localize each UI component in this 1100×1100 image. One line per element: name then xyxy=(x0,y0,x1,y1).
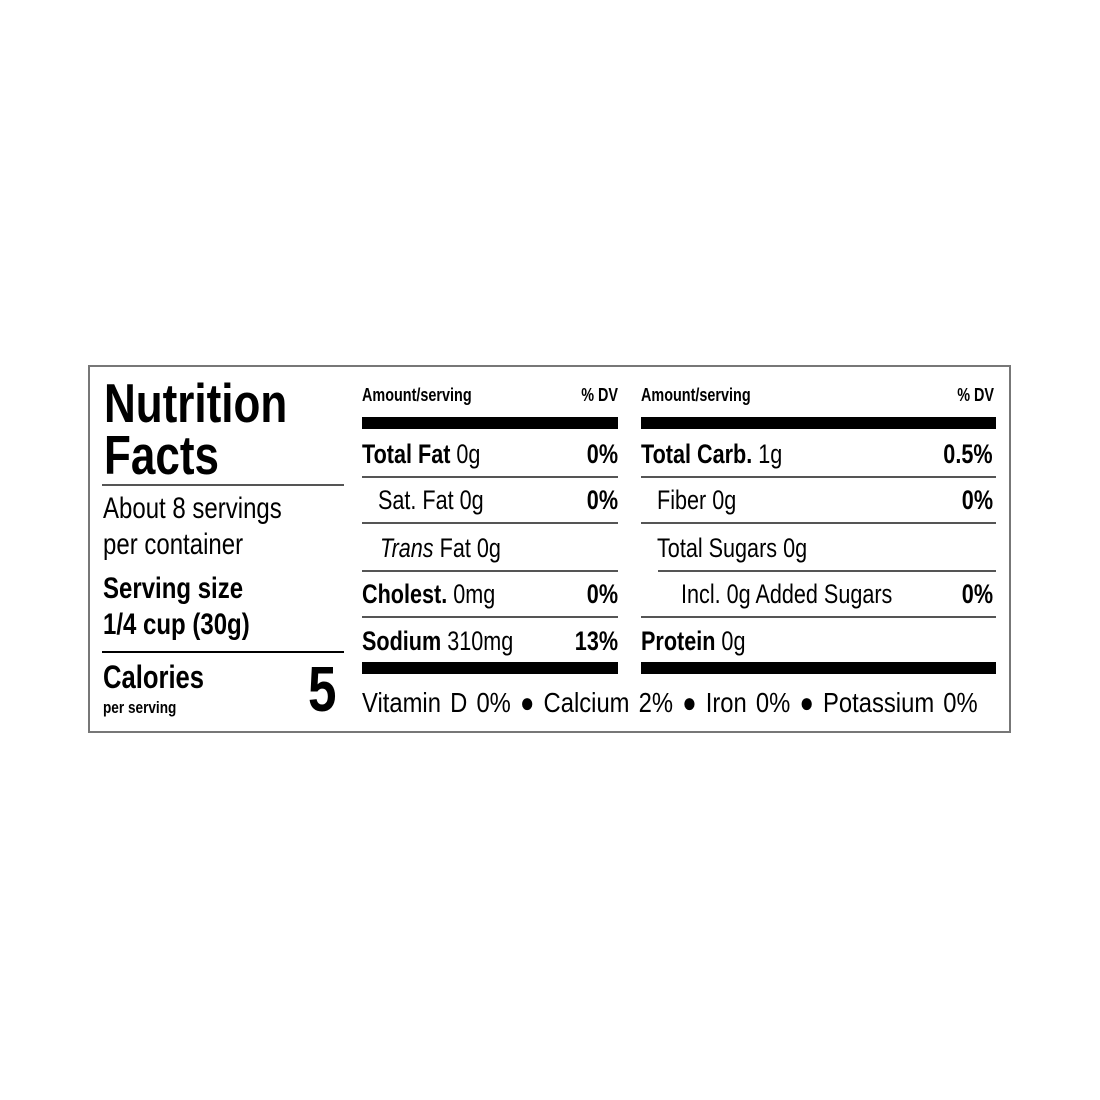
calories-value: 5 xyxy=(308,653,337,725)
calories-sub: per serving xyxy=(103,698,177,717)
nutrient-row: Incl. 0g Added Sugars 0% xyxy=(681,579,993,609)
nutrient-row: Total Carb. 1g 0.5% xyxy=(641,439,993,469)
thick-bar xyxy=(362,417,618,429)
calories-label: Calories xyxy=(103,659,205,695)
nutrient-row: Sat. Fat 0g 0% xyxy=(378,485,618,515)
thick-bar xyxy=(641,662,996,674)
dv-header: % DV xyxy=(957,385,994,405)
title-line-1: Nutrition xyxy=(104,372,288,434)
serving-size-label: Serving size xyxy=(103,572,244,605)
nutrient-row: Cholest. 0mg 0% xyxy=(362,579,618,609)
nutrient-row: Sodium 310mg 13% xyxy=(362,626,618,656)
serving-size: Serving size 1/4 cup (30g) xyxy=(103,571,286,643)
title-line-2: Facts xyxy=(104,424,219,486)
servings-line-1: About 8 servings xyxy=(103,492,282,525)
dv-header: % DV xyxy=(581,385,618,405)
nutrient-row: Total Sugars 0g xyxy=(657,533,808,563)
servings-line-2: per container xyxy=(103,528,244,561)
amount-header: Amount/serving xyxy=(641,385,751,405)
divider xyxy=(102,484,344,486)
nutrient-row: Protein 0g xyxy=(641,626,746,656)
amount-header: Amount/serving xyxy=(362,385,472,405)
nutrient-row: Trans Fat 0g xyxy=(380,533,501,563)
vitamins-minerals: Vitamin D 0% ● Calcium 2% ● Iron 0% ● Po… xyxy=(362,687,978,718)
servings-per-container: About 8 servings per container xyxy=(103,491,326,563)
title: Nutrition Facts xyxy=(104,372,333,486)
nutrient-row: Total Fat 0g 0% xyxy=(362,439,618,469)
thick-bar xyxy=(641,417,996,429)
serving-size-value: 1/4 cup (30g) xyxy=(103,608,250,641)
nutrition-facts-label: Nutrition Facts About 8 servings per con… xyxy=(88,365,1011,733)
nutrient-row: Fiber 0g 0% xyxy=(657,485,993,515)
thick-bar xyxy=(362,662,618,674)
divider xyxy=(102,651,344,653)
